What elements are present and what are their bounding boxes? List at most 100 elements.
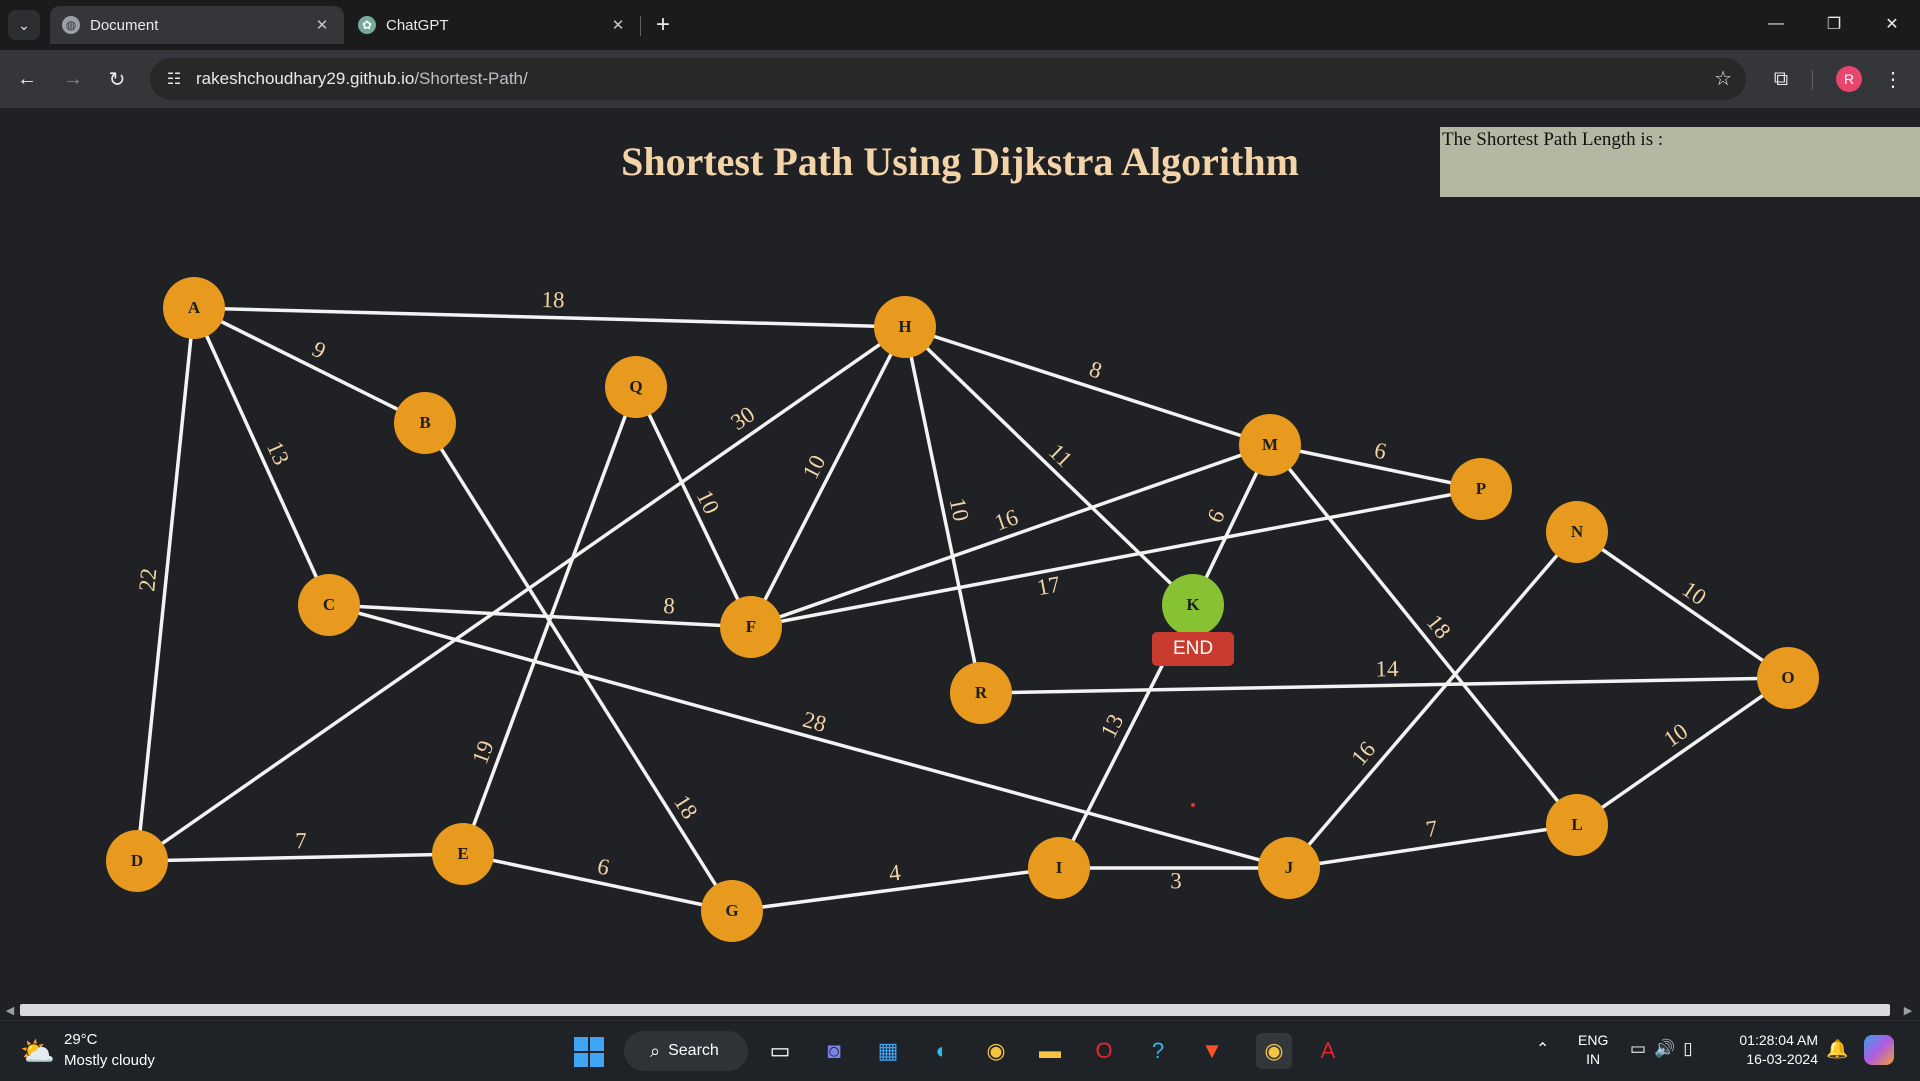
node-h[interactable]: H xyxy=(874,296,936,358)
teams-icon[interactable]: ◙ xyxy=(827,1038,841,1063)
edge-weight-k-i: 13 xyxy=(1096,710,1129,742)
node-circle-h[interactable] xyxy=(874,296,936,358)
restore-button[interactable]: ❐ xyxy=(1806,0,1862,48)
reload-icon: ↻ xyxy=(108,68,126,91)
edge-weight-a-h: 18 xyxy=(541,287,565,313)
node-j[interactable]: J xyxy=(1258,837,1320,899)
clock-time: 01:28:04 AM xyxy=(1739,1032,1818,1048)
help-icon[interactable]: ? xyxy=(1151,1038,1165,1063)
node-circle-q[interactable] xyxy=(605,356,667,418)
back-button[interactable]: ← xyxy=(10,62,44,96)
node-g[interactable]: G xyxy=(701,880,763,942)
node-label-a: A xyxy=(188,298,201,317)
node-circle-l[interactable] xyxy=(1546,794,1608,856)
opera-icon[interactable]: O xyxy=(1095,1038,1113,1063)
windows-start-icon[interactable] xyxy=(574,1037,604,1067)
node-circle-c[interactable] xyxy=(298,574,360,636)
chrome-icon[interactable]: ◉ xyxy=(986,1038,1006,1063)
acrobat-icon[interactable]: A xyxy=(1320,1038,1336,1063)
bookmark-star-icon[interactable]: ☆ xyxy=(1714,68,1732,90)
edge-n-j xyxy=(1287,530,1579,870)
new-tab-button[interactable]: + xyxy=(655,11,670,38)
menu-button[interactable]: ⋮ xyxy=(1876,62,1910,96)
node-circle-d[interactable] xyxy=(106,830,168,892)
node-m[interactable]: M xyxy=(1239,414,1301,476)
node-a[interactable]: A xyxy=(163,277,225,339)
site-info-icon[interactable]: ☷ xyxy=(166,71,182,88)
file-explorer-icon[interactable]: ▬ xyxy=(1039,1038,1061,1063)
node-circle-i[interactable] xyxy=(1028,837,1090,899)
weather-temp[interactable]: 29°C xyxy=(64,1031,98,1048)
toolbar-divider xyxy=(1812,70,1813,90)
tab-search-button[interactable]: ⌄ xyxy=(8,10,40,40)
clock[interactable]: 01:28:04 AM 16-03-2024 xyxy=(1726,1031,1818,1069)
node-o[interactable]: O xyxy=(1757,647,1819,709)
node-circle-n[interactable] xyxy=(1546,501,1608,563)
tab-document[interactable]: ◍ Document ✕ xyxy=(50,6,344,44)
node-circle-k[interactable] xyxy=(1162,574,1224,636)
system-tray-icons[interactable]: ▭🔊▯ xyxy=(1630,1039,1701,1058)
edge-weight-a-d: 22 xyxy=(134,567,161,592)
url-path: /Shortest-Path/ xyxy=(414,69,528,88)
chrome-profile-icon[interactable]: ◉ xyxy=(1256,1033,1292,1069)
edge-icon[interactable]: ◐ xyxy=(935,1038,949,1063)
forward-button[interactable]: → xyxy=(56,62,90,96)
edge-weight-f-m: 16 xyxy=(991,504,1021,535)
node-f[interactable]: F xyxy=(720,596,782,658)
node-n[interactable]: N xyxy=(1546,501,1608,563)
url-text[interactable]: rakeshchoudhary29.github.io/Shortest-Pat… xyxy=(196,69,528,89)
node-r[interactable]: R xyxy=(950,662,1012,724)
node-circle-r[interactable] xyxy=(950,662,1012,724)
node-q[interactable]: Q xyxy=(605,356,667,418)
copilot-icon[interactable] xyxy=(1864,1035,1894,1065)
task-view-icon[interactable]: ▭ xyxy=(769,1038,791,1063)
node-label-p: P xyxy=(1476,479,1486,498)
store-icon[interactable]: ▦ xyxy=(877,1038,899,1063)
node-circle-e[interactable] xyxy=(432,823,494,885)
reload-button[interactable]: ↻ xyxy=(100,62,134,96)
cursor-dot xyxy=(1191,803,1195,807)
node-circle-f[interactable] xyxy=(720,596,782,658)
brave-icon[interactable]: ▼ xyxy=(1201,1038,1223,1063)
node-circle-g[interactable] xyxy=(701,880,763,942)
edge-weight-f-p: 17 xyxy=(1035,571,1062,600)
minimize-button[interactable]: — xyxy=(1748,0,1804,48)
chevron-up-icon[interactable]: ⌃ xyxy=(1536,1041,1550,1058)
edge-weight-a-b: 9 xyxy=(308,336,329,364)
scroll-right-icon[interactable]: ▶ xyxy=(1903,1004,1913,1017)
node-i[interactable]: I xyxy=(1028,837,1090,899)
weather-cloudy-icon[interactable]: ⛅ xyxy=(20,1036,55,1067)
arrow-left-icon: ← xyxy=(17,67,37,90)
close-icon[interactable]: ✕ xyxy=(611,17,625,34)
node-p[interactable]: P xyxy=(1450,458,1512,520)
node-circle-o[interactable] xyxy=(1757,647,1819,709)
extensions-button[interactable]: ⧉ xyxy=(1764,62,1798,96)
node-circle-p[interactable] xyxy=(1450,458,1512,520)
weather-desc[interactable]: Mostly cloudy xyxy=(64,1052,155,1069)
tab-chatgpt[interactable]: ✿ ChatGPT ✕ xyxy=(346,6,640,44)
edge-weight-i-j: 3 xyxy=(1170,868,1182,893)
horizontal-scrollbar[interactable]: ◀ ▶ xyxy=(0,1000,1920,1020)
node-e[interactable]: E xyxy=(432,823,494,885)
profile-avatar[interactable]: R xyxy=(1836,66,1862,92)
node-circle-j[interactable] xyxy=(1258,837,1320,899)
node-b[interactable]: B xyxy=(394,392,456,454)
node-circle-b[interactable] xyxy=(394,392,456,454)
close-icon[interactable]: ✕ xyxy=(315,17,329,34)
tab-title: ChatGPT xyxy=(386,16,449,34)
close-window-button[interactable]: ✕ xyxy=(1864,0,1920,48)
notification-bell-icon[interactable]: 🔔 xyxy=(1826,1039,1849,1059)
node-circle-m[interactable] xyxy=(1239,414,1301,476)
node-d[interactable]: D xyxy=(106,830,168,892)
edge-weight-g-i: 4 xyxy=(887,860,902,886)
address-bar[interactable]: ☷ rakeshchoudhary29.github.io/Shortest-P… xyxy=(150,58,1746,100)
node-l[interactable]: L xyxy=(1546,794,1608,856)
clock-date: 16-03-2024 xyxy=(1746,1051,1818,1067)
node-k[interactable]: K xyxy=(1162,574,1224,636)
taskbar-search[interactable]: ⌕ Search xyxy=(624,1031,748,1071)
node-circle-a[interactable] xyxy=(163,277,225,339)
language-indicator[interactable]: ENG IN xyxy=(1578,1031,1608,1069)
scrollbar-thumb[interactable] xyxy=(20,1004,1890,1016)
node-c[interactable]: C xyxy=(298,574,360,636)
scroll-left-icon[interactable]: ◀ xyxy=(5,1004,15,1017)
